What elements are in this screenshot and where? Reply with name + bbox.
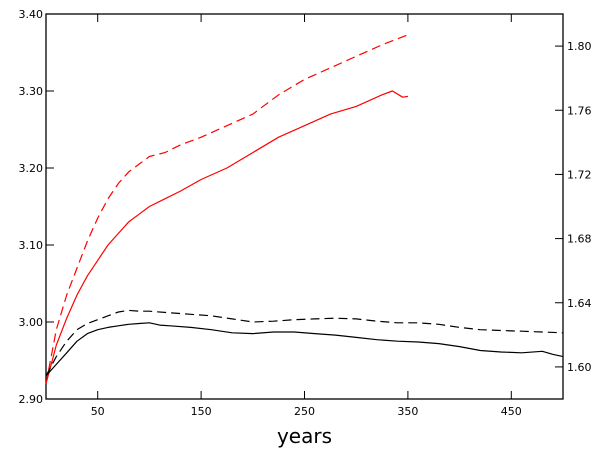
x-tick-label: 150 [191,405,212,418]
x-tick-label: 250 [294,405,315,418]
y-right-tick-label: 1.80 [567,40,592,53]
y-right-tick-label: 1.76 [567,104,592,117]
series-line-3 [45,309,564,377]
y-left-tick-label: 3.00 [19,316,44,329]
y-right-tick-label: 1.64 [567,297,592,310]
y-left-tick-label: 3.10 [19,239,44,252]
series-layer [45,34,564,384]
y-left-tick-label: 3.20 [19,162,44,175]
y-left-tick-label: 3.40 [19,8,44,21]
tick-layer: 50 150 250 350 450 2.90 3.00 3.10 3.20 3.30 3.40 1.… [19,8,592,418]
series-line-4 [45,322,564,377]
x-tick-label: 50 [91,405,105,418]
series-line-1 [45,34,409,384]
y-right-tick-label: 1.68 [567,233,592,246]
y-right-tick-label: 1.72 [567,168,592,181]
y-right-tick-label: 1.60 [567,361,592,374]
x-tick-label: 350 [397,405,418,418]
y-left-tick-label: 2.90 [19,393,44,406]
x-axis-title: years [277,424,332,448]
y-left-tick-label: 3.30 [19,85,44,98]
x-tick-label: 450 [501,405,522,418]
plot-frame [45,13,564,400]
series-line-2 [45,90,408,384]
